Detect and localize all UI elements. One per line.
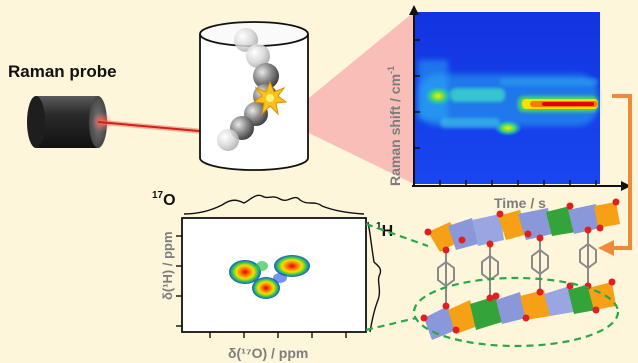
- nmr-top-nucleus-label: 17O: [152, 190, 176, 209]
- starburst-icon: [252, 80, 288, 116]
- raman-x-axis-label: Time / s: [494, 195, 546, 211]
- projection-cone: [282, 12, 414, 184]
- raman-y-axis-label: Raman shift / cm-1: [386, 66, 403, 186]
- nmr-x-axis-label: δ(¹⁷O) / ppm: [228, 345, 308, 361]
- raman-probe-label: Raman probe: [8, 62, 117, 81]
- nmr-2d-map: [181, 217, 367, 333]
- raman-heatmap: [414, 12, 600, 184]
- orange-bracket-arrow: [598, 94, 632, 256]
- nmr-right-nucleus-label: 1H: [376, 221, 393, 240]
- raman-y-ticks: [414, 39, 420, 149]
- laser-beam: [92, 112, 211, 135]
- dashed-highlight: [365, 222, 620, 348]
- o17-projection-spectrum: [183, 194, 365, 215]
- nmr-y-axis-label: δ(¹H) / ppm: [160, 231, 175, 300]
- nmr-x-ticks: [209, 332, 347, 338]
- raman-x-ticks: [439, 180, 597, 186]
- cylinder-probe-icon: [27, 96, 107, 148]
- nmr-y-ticks: [176, 235, 182, 327]
- crystal-structure: [420, 198, 620, 340]
- h1-projection-spectrum: [367, 221, 382, 333]
